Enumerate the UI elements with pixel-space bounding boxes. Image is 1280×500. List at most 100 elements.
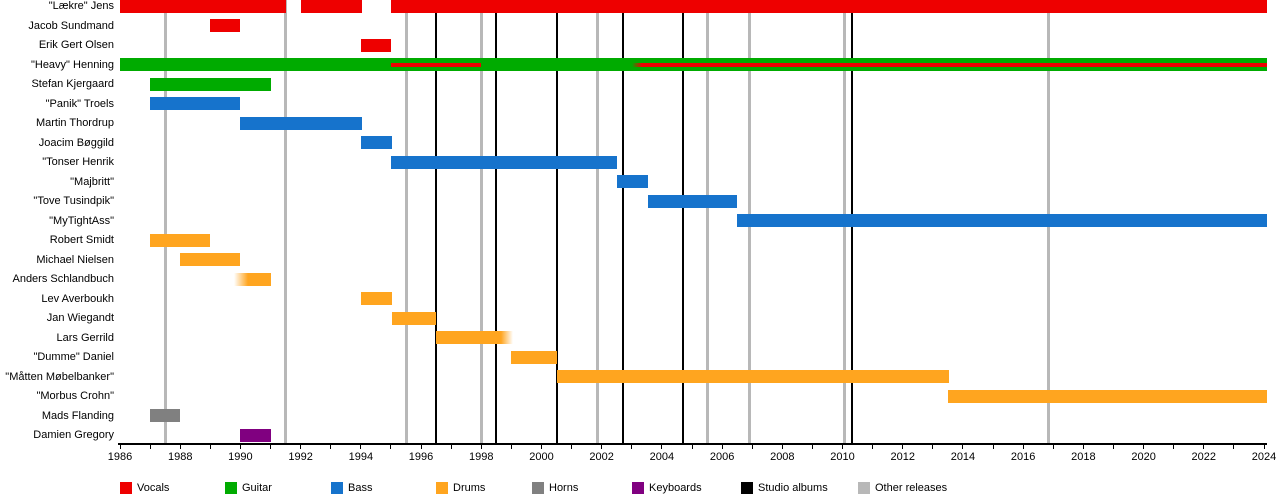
x-axis-tick: [1203, 445, 1205, 449]
x-axis-tick-label: 1992: [288, 451, 313, 463]
x-axis-tick: [510, 445, 512, 449]
x-axis-tick: [270, 445, 272, 449]
member-label: Robert Smidt: [49, 234, 114, 246]
x-axis-tick: [450, 445, 452, 449]
x-axis-tick-label: 2004: [649, 451, 675, 463]
member-label: Lev Averboukh: [41, 292, 114, 305]
member-label: Erik Gert Olsen: [38, 39, 114, 51]
x-axis-tick: [480, 445, 482, 449]
member-bar-drums: [150, 233, 211, 247]
x-axis-tick: [179, 445, 181, 449]
x-axis-tick: [390, 445, 392, 449]
member-bar-vocals: [300, 0, 363, 13]
x-axis-tick-label: 1986: [107, 451, 133, 463]
x-axis-tick-label: 2016: [1010, 451, 1036, 463]
other-release-line: [404, 0, 408, 443]
x-axis-tick: [811, 445, 813, 449]
other-release-line: [705, 0, 709, 443]
x-axis-tick-label: 2012: [890, 451, 915, 463]
x-axis-tick-label: 2020: [1131, 451, 1156, 463]
x-axis-tick-label: 1990: [228, 451, 253, 463]
x-axis-tick: [1233, 445, 1235, 449]
x-axis-tick: [721, 445, 723, 449]
member-bar-bass: [240, 116, 363, 130]
x-axis-tick-label: 2014: [950, 451, 976, 463]
x-axis-tick: [1263, 445, 1265, 449]
legend-label: Studio albums: [758, 482, 828, 494]
studio-album-line: [435, 0, 438, 443]
x-axis-tick-label: 2006: [709, 451, 735, 463]
x-axis-tick: [962, 445, 964, 449]
x-axis-tick-label: 2010: [830, 451, 855, 463]
x-axis-tick: [1173, 445, 1175, 449]
x-axis-tick: [842, 445, 844, 449]
other-release-line: [595, 0, 599, 443]
other-release-line: [479, 0, 483, 443]
x-axis-tick: [571, 445, 573, 449]
member-label: "Tove Tusindpik": [33, 195, 114, 207]
member-label: "MyTightAss": [49, 214, 114, 227]
member-bar-drums: [511, 350, 557, 364]
x-axis-tick-label: 2022: [1191, 451, 1217, 463]
x-axis-tick: [902, 445, 904, 449]
x-axis-tick: [540, 445, 542, 449]
member-bar-guitar: [150, 77, 271, 91]
studio-album-line: [621, 0, 624, 443]
member-label: Mads Flanding: [41, 409, 114, 422]
x-axis-tick: [330, 445, 332, 449]
x-axis-tick: [420, 445, 422, 449]
member-bar-bass: [150, 97, 241, 110]
member-bar-drums: [947, 389, 1267, 403]
x-axis-tick-label: 1994: [348, 451, 374, 463]
member-bar-drums: [436, 331, 513, 344]
legend-label: Guitar: [242, 482, 272, 494]
legend-swatch-other-releases: [858, 482, 870, 494]
x-axis-tick: [631, 445, 633, 449]
member-label: Damien Gregory: [33, 429, 114, 441]
member-label: "Heavy" Henning: [30, 58, 114, 71]
legend-label: Keyboards: [649, 482, 702, 494]
x-axis-tick: [300, 445, 302, 449]
x-axis-tick-label: 1988: [167, 451, 193, 463]
x-axis-tick: [992, 445, 994, 449]
member-label: "Majbritt": [70, 175, 114, 188]
x-axis-tick-label: 2008: [770, 451, 795, 463]
member-bar-vocals: [120, 0, 286, 13]
x-axis-tick-label: 2000: [529, 451, 554, 463]
member-bar-drums: [180, 253, 241, 266]
x-axis-tick: [239, 445, 241, 449]
legend-swatch-vocals: [120, 482, 132, 494]
member-label: Stefan Kjergaard: [31, 78, 114, 90]
x-axis-tick-label: 2002: [589, 451, 614, 463]
member-label: Michael Nielsen: [36, 253, 114, 266]
member-bar-drums: [392, 311, 437, 325]
member-bar-bass: [737, 214, 1267, 227]
legend-swatch-keyboards: [632, 482, 644, 494]
member-bar-bass: [616, 175, 649, 188]
x-axis-tick-label: 1998: [469, 451, 494, 463]
member-label: Anders Schlandbuch: [12, 273, 114, 285]
x-axis-tick-label: 2024: [1251, 451, 1277, 463]
member-bar-vocals: [210, 19, 241, 32]
x-axis-tick: [119, 445, 121, 449]
legend-swatch-bass: [331, 482, 343, 494]
member-label: "Måtten Møbelbanker": [5, 370, 114, 383]
x-axis-tick: [872, 445, 874, 449]
studio-album-line: [495, 0, 498, 443]
x-axis-tick: [691, 445, 693, 449]
member-bar-keyboards: [240, 428, 271, 442]
legend-swatch-guitar: [225, 482, 237, 494]
member-bar-bass: [648, 194, 738, 208]
x-axis-tick: [601, 445, 603, 449]
member-label: Jan Wiegandt: [46, 312, 114, 324]
member-bar-drums: [234, 272, 271, 286]
x-axis-line: [118, 443, 1267, 445]
x-axis-tick: [1052, 445, 1054, 449]
member-label: "Tonser Henrik: [42, 156, 114, 168]
member-bar-bass: [390, 155, 617, 169]
member-label: Jacob Sundmand: [28, 19, 114, 32]
member-label: "Panik" Troels: [45, 97, 114, 110]
legend-label: Drums: [453, 482, 486, 494]
legend-label: Bass: [348, 482, 373, 494]
